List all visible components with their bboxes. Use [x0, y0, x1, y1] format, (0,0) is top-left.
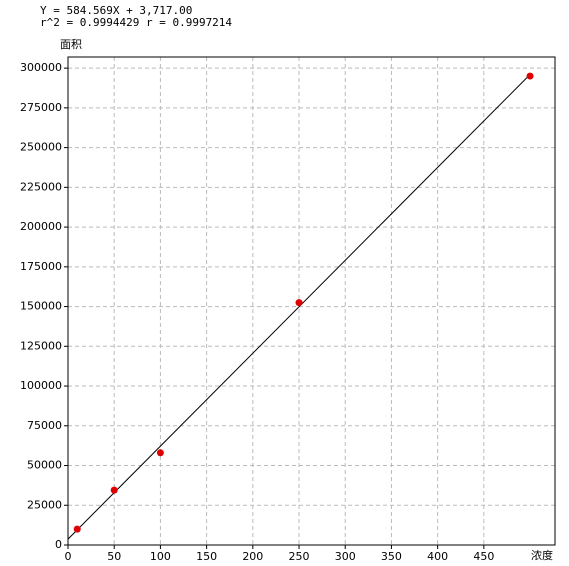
y-tick-label: 150000 [20, 300, 62, 313]
equation: Y = 584.569X + 3,717.00 [40, 4, 192, 17]
y-tick-label: 0 [55, 538, 62, 551]
x-axis-label: 浓度 [531, 548, 553, 562]
y-axis-label: 面积 [60, 38, 82, 51]
y-tick-label: 175000 [20, 260, 62, 273]
x-tick-label: 450 [473, 550, 494, 563]
plot-border [67, 56, 556, 546]
x-tick-label: 400 [427, 550, 448, 563]
y-tick-label: 50000 [27, 459, 62, 472]
x-tick-label: 50 [107, 550, 121, 563]
fit-line [67, 74, 531, 540]
y-tick-label: 25000 [27, 498, 62, 511]
y-tick-label: 200000 [20, 220, 62, 233]
x-tick-label: 100 [150, 550, 171, 563]
point [295, 299, 303, 307]
plot-area [67, 56, 556, 546]
x-tick-label: 150 [196, 550, 217, 563]
x-tick-label: 200 [242, 550, 263, 563]
x-tick-label: 350 [381, 550, 402, 563]
y-tick-label: 75000 [27, 419, 62, 432]
y-tick-label: 275000 [20, 101, 62, 114]
y-tick-label: 300000 [20, 61, 62, 74]
point [156, 449, 164, 457]
y-tick-label: 225000 [20, 180, 62, 193]
x-tick-label: 300 [335, 550, 356, 563]
y-tick-label: 125000 [20, 339, 62, 352]
point [73, 525, 81, 533]
point [110, 486, 118, 494]
point [526, 72, 534, 80]
x-tick-label: 0 [65, 550, 72, 563]
y-tick-label: 250000 [20, 141, 62, 154]
x-tick-label: 250 [289, 550, 310, 563]
stats: r^2 = 0.9994429 r = 0.9997214 [40, 16, 232, 29]
y-tick-label: 100000 [20, 379, 62, 392]
